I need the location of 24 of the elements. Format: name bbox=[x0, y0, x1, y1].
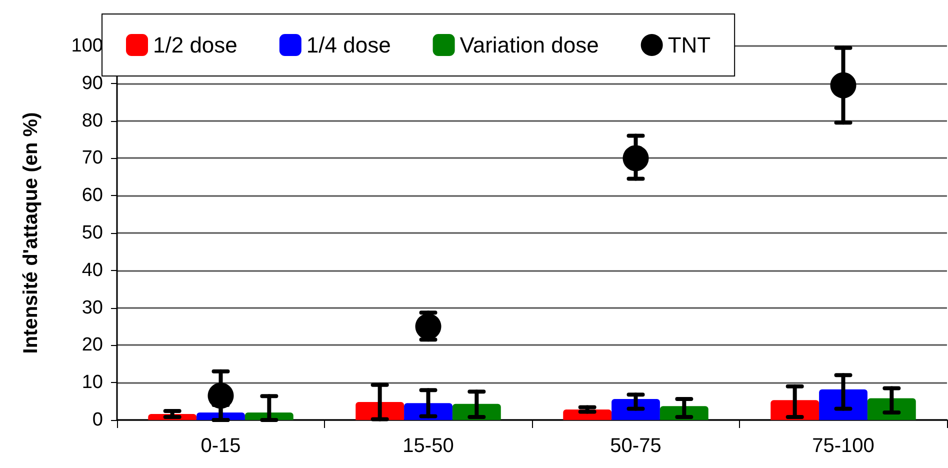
point bbox=[415, 314, 442, 340]
y-axis-title: Intensité d'attaque (en %) bbox=[20, 112, 42, 354]
legend-label: 1/4 dose bbox=[306, 32, 391, 58]
point bbox=[622, 145, 649, 172]
y-tick-label: 30 bbox=[82, 297, 103, 318]
y-tick-label: 60 bbox=[82, 185, 103, 206]
x-tick-label: 0-15 bbox=[200, 435, 241, 457]
x-tick-label: 50-75 bbox=[610, 435, 662, 457]
y-tick-label: 50 bbox=[82, 222, 103, 244]
y-tick-label: 20 bbox=[82, 334, 103, 356]
legend-label: 1/2 dose bbox=[153, 32, 238, 58]
y-tick-label: 10 bbox=[82, 372, 103, 394]
y-tick-label: 80 bbox=[82, 110, 103, 132]
y-tick-label: 100 bbox=[71, 36, 103, 56]
legend-label: TNT bbox=[668, 32, 711, 58]
y-tick-label: 40 bbox=[82, 260, 103, 281]
y-tick-label: 90 bbox=[82, 72, 103, 94]
x-tick-label: 15-50 bbox=[402, 435, 454, 457]
legend-label: Variation dose bbox=[460, 32, 599, 58]
y-tick-label: 70 bbox=[82, 148, 103, 169]
point bbox=[208, 382, 234, 409]
point bbox=[830, 72, 856, 98]
x-tick-label: 75-100 bbox=[812, 435, 874, 457]
y-tick-label: 0 bbox=[92, 410, 103, 430]
